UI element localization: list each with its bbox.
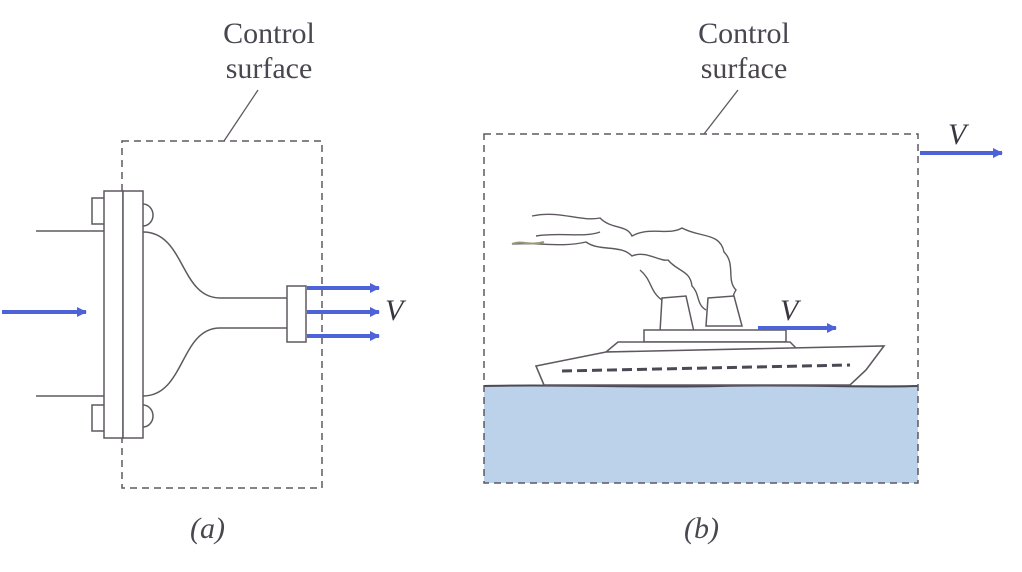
- smoke-wisp: [511, 241, 545, 245]
- control-surface-label-b-line1: Control: [698, 17, 790, 50]
- smoke-plume: [511, 213, 737, 319]
- nozzle-bottom-wall: [142, 327, 288, 397]
- flange-nut-bottom: [142, 404, 154, 428]
- control-surface-label-b: Control surface: [680, 16, 808, 86]
- caption-a: (a): [190, 512, 225, 545]
- funnel-left: [659, 295, 695, 333]
- flange-plate-right: [122, 190, 144, 439]
- ship-hull: [534, 345, 886, 386]
- caption-b: (b): [684, 512, 719, 545]
- control-surface-label-a-line2: surface: [225, 52, 313, 85]
- panel-b: [483, 89, 1003, 484]
- nozzle-top-wall: [142, 231, 288, 299]
- control-surface-label-a: Control surface: [205, 16, 333, 86]
- control-surface-box-b: [483, 133, 919, 484]
- flange-bolt-bottom: [91, 404, 106, 432]
- ship-portholes: [561, 363, 851, 373]
- control-surface-leader-a: [223, 89, 259, 142]
- control-surface-box-a: [121, 140, 323, 489]
- control-surface-label-a-line1: Control: [223, 17, 315, 50]
- velocity-label-a: V: [385, 294, 404, 327]
- flange-bolt-top: [91, 197, 106, 225]
- velocity-label-b-boundary: V: [948, 118, 967, 151]
- flange-nut-top: [142, 203, 154, 227]
- control-surface-label-b-line2: surface: [700, 52, 788, 85]
- nozzle-exit-flange: [286, 285, 307, 343]
- control-surface-leader-b: [703, 89, 739, 135]
- water: [484, 385, 918, 483]
- ship-deckhouse-upper: [643, 329, 787, 343]
- funnel-right: [705, 295, 743, 327]
- velocity-label-b-ship: V: [780, 294, 799, 327]
- flange-plate-left: [103, 190, 124, 439]
- panel-a: [2, 89, 380, 489]
